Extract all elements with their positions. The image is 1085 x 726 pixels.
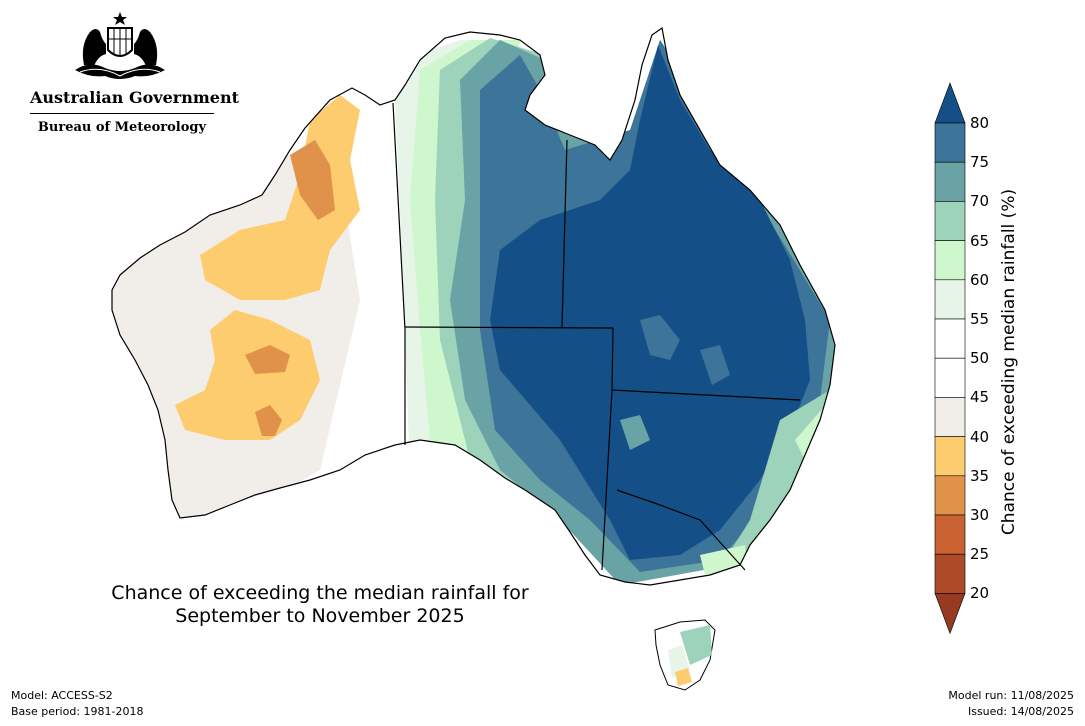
legend-bin (934, 122, 966, 163)
model-text: Model: ACCESS-S2 (11, 689, 113, 702)
coat-of-arms-icon (75, 12, 165, 79)
legend-colorbar (934, 82, 966, 635)
legend-bin (934, 514, 966, 555)
map-title-line-2: September to November 2025 (175, 605, 465, 627)
legend-bin (934, 279, 966, 320)
legend-tick-label: 80 (970, 114, 990, 132)
model-run-text: Model run: 11/08/2025 (948, 689, 1074, 702)
legend-tick-label: 60 (970, 270, 990, 289)
legend-tick-label: 70 (970, 192, 990, 211)
legend-bin (934, 161, 966, 202)
government-name: Australian Government (30, 88, 239, 107)
issued-text: Issued: 14/08/2025 (967, 705, 1074, 718)
footer-left: Model: ACCESS-S2 Base period: 1981-2018 (11, 688, 143, 720)
legend-label: Chance of exceeding median rainfall (%) (999, 188, 1019, 536)
legend-bin (934, 553, 966, 594)
legend-bin (934, 475, 966, 516)
legend-bin (934, 436, 966, 477)
agency-name: Bureau of Meteorology (37, 120, 207, 135)
base-period-text: Base period: 1981-2018 (11, 705, 144, 718)
legend-tick-label: 65 (970, 231, 990, 250)
map-title: Chance of exceeding the median rainfall … (70, 582, 570, 628)
legend-bin (934, 201, 966, 241)
legend-bin (934, 240, 966, 281)
legend-bin (934, 397, 966, 437)
legend-tick-label: 75 (970, 153, 990, 172)
legend-bin (934, 357, 966, 398)
legend-tick-label: 55 (970, 310, 990, 328)
legend-tick-label: 45 (970, 388, 990, 407)
legend-tick-label: 20 (970, 584, 990, 603)
header-divider (30, 113, 214, 114)
legend-tick-label: 30 (970, 506, 990, 524)
footer-right: Model run: 11/08/2025 Issued: 14/08/2025 (948, 688, 1074, 720)
legend-bin-bottom (934, 593, 966, 635)
legend-tick-label: 25 (970, 545, 990, 564)
legend-bin (934, 318, 966, 359)
legend-tick-label: 40 (970, 427, 990, 446)
legend-tick-label: 35 (970, 466, 990, 485)
legend-bin-top (934, 82, 966, 124)
legend-tick-label: 50 (970, 349, 990, 368)
map-title-line-1: Chance of exceeding the median rainfall … (111, 582, 529, 604)
